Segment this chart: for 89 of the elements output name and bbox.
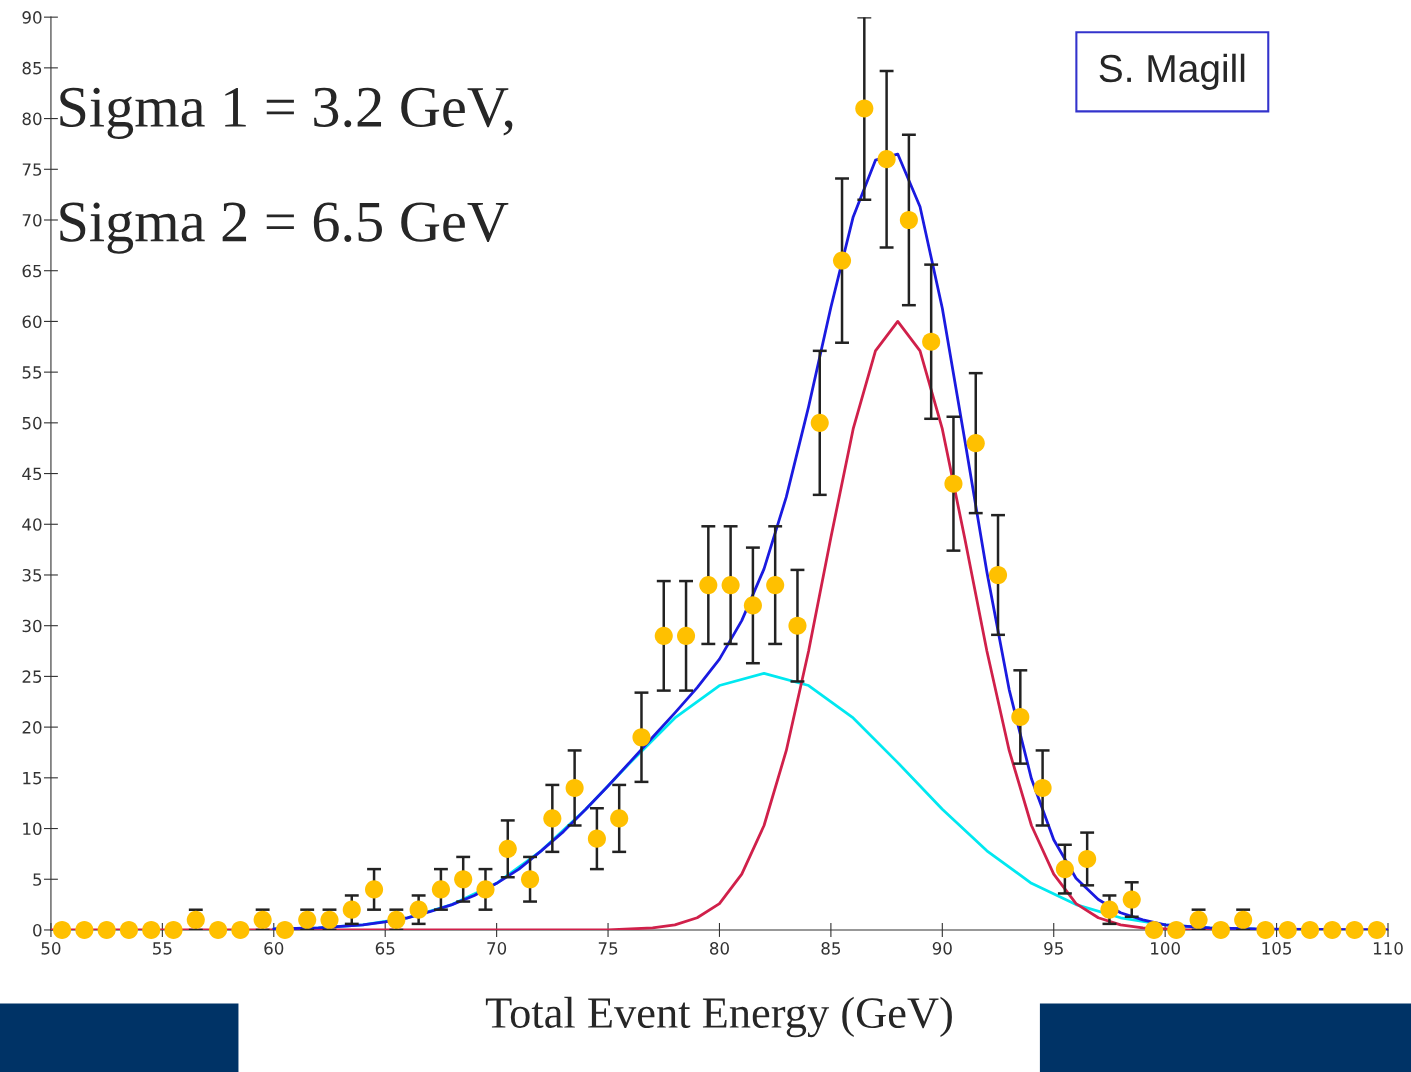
point	[431, 880, 450, 899]
point	[164, 920, 183, 940]
x-tick-label: 85	[821, 942, 841, 955]
y-tick-label: 10	[23, 822, 42, 836]
y-tick-label: 80	[22, 112, 42, 126]
y-tick-label: 30	[22, 619, 42, 633]
y-tick-label: 35	[22, 568, 42, 582]
y-tick-label: 75	[22, 163, 42, 176]
point	[899, 210, 918, 230]
y-tick-label: 90	[22, 11, 42, 24]
point	[565, 778, 584, 798]
x-tick-label: 100	[1151, 942, 1180, 955]
y-tick-label: 85	[22, 61, 42, 75]
y-tick-label: 60	[22, 315, 42, 328]
y-tick-label: 40	[22, 518, 42, 531]
annotation: Sigma 2 = 6.5 GeV	[60, 202, 509, 254]
point	[922, 332, 941, 351]
point	[788, 616, 807, 635]
point	[521, 870, 540, 889]
y-tick-label: 70	[22, 213, 42, 227]
y-tick-label: 50	[22, 416, 42, 430]
point	[1055, 860, 1074, 879]
point	[1100, 900, 1119, 919]
point	[877, 150, 896, 169]
point	[498, 839, 517, 858]
x-tick-label: 95	[1044, 942, 1063, 955]
point	[988, 565, 1008, 585]
point	[1300, 920, 1320, 940]
x-tick-label: 65	[375, 942, 395, 955]
point	[1211, 920, 1230, 940]
point	[721, 576, 740, 595]
x-tick-label: 80	[709, 942, 729, 955]
x-tick-label: 55	[153, 942, 172, 955]
point	[855, 99, 874, 118]
point	[587, 829, 606, 848]
point	[1167, 920, 1186, 940]
y-tick-label: 5	[33, 873, 42, 886]
point	[699, 576, 718, 595]
x-tick-label: 50	[41, 942, 61, 955]
point	[1011, 707, 1030, 727]
y-tick-label: 25	[22, 670, 42, 683]
y-tick-label: 15	[23, 772, 42, 785]
point	[75, 920, 94, 940]
x-axis-title: Total Event Energy (GeV)	[485, 996, 952, 1038]
x-tick-label: 105	[1262, 942, 1292, 955]
point	[409, 900, 428, 919]
point	[1122, 890, 1141, 909]
y-tick-label: 65	[22, 264, 42, 278]
point	[1033, 778, 1052, 798]
annotation: S. Magill	[1099, 53, 1245, 90]
point	[1345, 920, 1364, 940]
point	[832, 251, 852, 270]
point	[142, 920, 161, 940]
point	[1323, 920, 1342, 940]
point	[454, 870, 473, 889]
y-tick-label: 45	[22, 467, 42, 481]
point	[654, 626, 673, 645]
point	[1278, 920, 1297, 940]
point	[476, 880, 495, 899]
point	[1144, 920, 1164, 940]
point	[944, 474, 963, 493]
point	[676, 626, 696, 645]
point	[365, 880, 384, 899]
point	[209, 920, 228, 940]
point	[766, 576, 785, 595]
point	[53, 920, 72, 940]
x-tick-label: 110	[1373, 942, 1403, 955]
point	[1078, 849, 1097, 869]
point	[275, 920, 294, 940]
annotation: Sigma 1 = 3.2 GeV,	[60, 87, 513, 140]
point	[610, 809, 629, 828]
y-tick-label: 0	[33, 923, 42, 937]
point	[1367, 920, 1386, 940]
point	[119, 920, 138, 940]
y-tick-label: 20	[22, 721, 42, 734]
point	[810, 413, 829, 432]
x-tick-label: 90	[932, 942, 952, 955]
point	[1256, 920, 1275, 940]
point	[966, 434, 985, 453]
point	[342, 900, 361, 919]
x-tick-label: 70	[487, 942, 507, 955]
point	[632, 728, 651, 747]
x-tick-label: 60	[264, 942, 284, 955]
point	[97, 920, 116, 940]
x-tick-label: 75	[598, 942, 618, 955]
point	[543, 809, 562, 828]
point	[231, 920, 250, 940]
point	[743, 596, 762, 615]
y-tick-label: 55	[22, 366, 42, 379]
